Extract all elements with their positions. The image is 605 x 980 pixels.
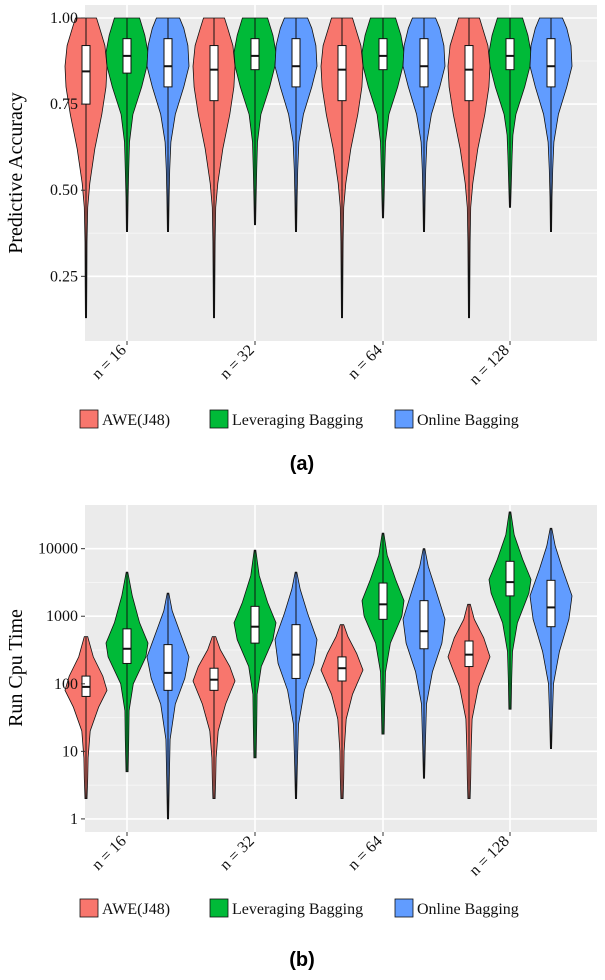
legend-swatch (209, 409, 229, 429)
box (546, 579, 556, 628)
caption-a: (a) (290, 453, 314, 475)
y-tick-label: 10000 (38, 541, 78, 558)
y-axis-ticks: 1 10 100 1000 10000 (38, 541, 85, 828)
y-tick-label: 0.50 (50, 182, 78, 199)
box (419, 38, 429, 88)
x-tick-label: n = 16 (89, 833, 130, 874)
legend: AWE(J48) Leveraging Bagging Online Bagging (79, 409, 519, 429)
y-axis-label: Run Cpu Time (5, 609, 27, 727)
legend: AWE(J48) Leveraging Bagging Online Bagging (79, 898, 519, 918)
legend-swatch (79, 898, 99, 918)
legend-swatch (394, 898, 414, 918)
box (291, 624, 301, 679)
legend-label: AWE(J48) (102, 412, 170, 429)
violins (64, 17, 573, 319)
x-tick-label: n = 16 (89, 342, 130, 383)
y-axis-label: Predictive Accuracy (5, 92, 27, 254)
legend-label: Leveraging Bagging (232, 901, 363, 918)
legend-swatch (79, 409, 99, 429)
box (337, 45, 347, 102)
box (505, 560, 515, 597)
x-tick-label: n = 64 (345, 342, 386, 383)
x-tick-label: n = 128 (466, 833, 513, 880)
y-tick-label: 1 (70, 811, 78, 828)
box (81, 45, 91, 105)
box (163, 38, 173, 88)
y-axis-ticks: 0.25 0.50 0.75 1.00 (50, 10, 85, 285)
x-tick-label: n = 64 (345, 833, 386, 874)
violins (64, 511, 573, 820)
y-tick-label: 1.00 (50, 10, 78, 27)
y-tick-label: 0.75 (50, 96, 78, 113)
box (378, 582, 388, 620)
x-tick-label: n = 128 (466, 342, 513, 389)
box (163, 644, 173, 691)
legend-label: Online Bagging (417, 412, 519, 429)
legend-swatch (394, 409, 414, 429)
legend-label: AWE(J48) (102, 901, 170, 918)
caption-b: (b) (289, 949, 315, 971)
box (505, 38, 515, 71)
legend-label: Online Bagging (417, 901, 519, 918)
box (546, 38, 556, 88)
box (378, 38, 388, 71)
panel-b: 1 10 100 1000 10000 n = 16 n = 32 n = 64 n = 12… (5, 505, 597, 971)
x-axis-ticks: n = 16 n = 32 n = 64 n = 128 (89, 341, 513, 388)
y-tick-label: 1000 (46, 608, 78, 625)
y-tick-label: 100 (54, 676, 78, 693)
box (464, 45, 474, 102)
box (250, 605, 260, 644)
legend-swatch (209, 898, 229, 918)
x-axis-ticks: n = 16 n = 32 n = 64 n = 128 (89, 832, 513, 879)
panel-a: 0.250.500.751.00 n = 16 n = 32 n = 64 n = 1… (5, 5, 597, 475)
x-tick-label: n = 32 (217, 833, 258, 874)
x-tick-label: n = 32 (217, 342, 258, 383)
y-tick-label: 0.25 (50, 268, 78, 285)
y-tick-label: 10 (62, 743, 78, 760)
box (209, 45, 219, 102)
box (122, 628, 132, 664)
box (291, 38, 301, 88)
legend-label: Leveraging Bagging (232, 412, 363, 429)
box (250, 38, 260, 71)
box (419, 600, 429, 650)
